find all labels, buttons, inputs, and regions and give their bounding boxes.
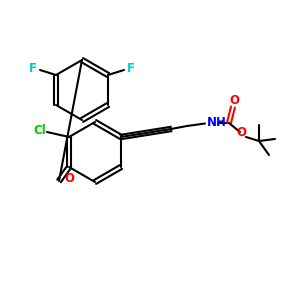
Text: Cl: Cl [34, 124, 46, 137]
Text: O: O [236, 127, 246, 140]
Text: O: O [64, 172, 74, 185]
Text: F: F [29, 62, 37, 76]
Text: O: O [229, 94, 239, 106]
Text: NH: NH [207, 116, 227, 130]
Text: F: F [127, 62, 135, 76]
